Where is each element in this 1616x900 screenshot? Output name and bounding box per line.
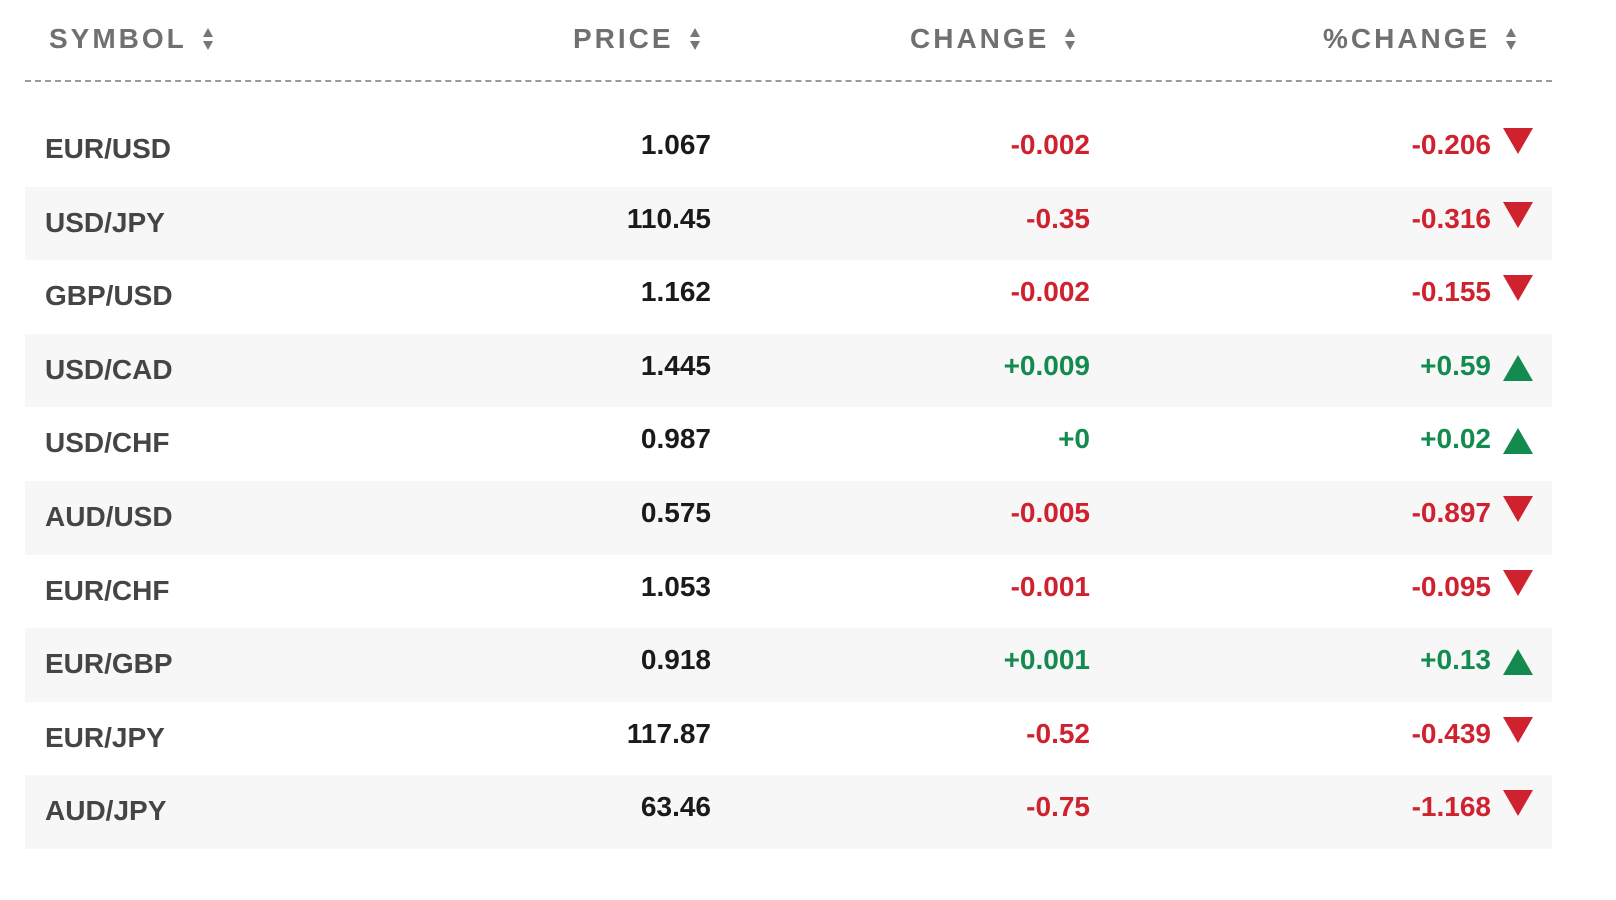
column-header-pct-change-label: %CHANGE [1323,23,1491,54]
symbol-link[interactable]: EUR/USD [45,133,172,164]
price-value: 1.067 [640,129,711,160]
arrow-down-icon [1503,128,1533,154]
pct-change-value: -0.206 [1411,129,1491,160]
pct-change-value: +0.59 [1420,349,1491,381]
arrow-up-icon [1503,428,1533,455]
table-row[interactable]: EUR/GBP 0.918 +0.001 +0.13 [25,628,1552,702]
forex-quotes-table: SYMBOL PRICE CHANGE %CHANGE EUR/USD 1.06… [25,0,1552,849]
change-value: -0.75 [1026,791,1090,823]
arrow-down-icon [1503,495,1533,522]
arrow-down-icon [1503,201,1533,228]
column-header-change[interactable]: CHANGE [910,20,1076,58]
arrow-up-icon [1503,649,1533,676]
sort-icon[interactable] [689,28,700,50]
symbol-link[interactable]: USD/CHF [45,427,170,459]
pct-change-value: -0.095 [1411,570,1491,602]
price-value: 63.46 [640,791,711,823]
symbol-link[interactable]: AUD/JPY [45,795,167,827]
column-header-price[interactable]: PRICE [573,20,700,58]
price-value: 1.162 [640,276,711,308]
table-row[interactable]: USD/JPY 110.45 -0.35 -0.316 [25,186,1552,261]
table-row[interactable]: USD/CHF 0.987 +0 +0.02 [25,407,1552,481]
pct-change-value: -0.155 [1411,276,1491,308]
pct-change-value: -0.897 [1411,496,1491,528]
change-value: -0.001 [1010,570,1090,602]
change-value: -0.35 [1026,202,1090,234]
pct-change-value: +0.13 [1420,644,1491,676]
price-value: 1.445 [640,349,711,381]
change-value: -0.002 [1010,276,1090,308]
price-value: 1.053 [640,570,711,602]
change-value: +0.001 [1003,644,1090,676]
price-value: 0.918 [640,644,711,676]
table-row[interactable]: AUD/JPY 63.46 -0.75 -1.168 [25,775,1552,849]
symbol-link[interactable]: USD/CAD [45,353,173,385]
change-value: +0 [1058,423,1090,455]
table-row[interactable]: GBP/USD 1.162 -0.002 -0.155 [25,260,1552,334]
price-value: 117.87 [626,717,711,749]
column-header-pct-change[interactable]: %CHANGE [1323,20,1517,58]
pct-change-value: +0.02 [1420,423,1491,455]
price-value: 0.987 [640,423,711,455]
change-value: -0.52 [1026,717,1090,749]
symbol-link[interactable]: GBP/USD [45,280,173,312]
change-value: -0.002 [1010,129,1090,160]
symbol-link[interactable]: AUD/USD [45,500,173,532]
change-value: +0.009 [1003,349,1090,381]
sort-icon[interactable] [1506,28,1517,50]
arrow-down-icon [1503,275,1533,302]
pct-change-value: -0.439 [1411,717,1491,749]
table-header: SYMBOL PRICE CHANGE %CHANGE [25,0,1552,82]
arrow-down-icon [1503,716,1533,743]
symbol-link[interactable]: EUR/GBP [45,648,173,680]
arrow-down-icon [1503,790,1533,817]
table-row[interactable]: AUD/USD 0.575 -0.005 -0.897 [25,480,1552,555]
sort-icon[interactable] [202,28,213,50]
table-row[interactable]: EUR/JPY 117.87 -0.52 -0.439 [25,702,1552,776]
column-header-price-label: PRICE [573,23,674,54]
symbol-link[interactable]: EUR/JPY [45,721,165,753]
table-row[interactable]: EUR/CHF 1.053 -0.001 -0.095 [25,555,1552,629]
table-row[interactable]: USD/CAD 1.445 +0.009 +0.59 [25,333,1552,408]
change-value: -0.005 [1010,496,1090,528]
table-body: EUR/USD 1.067 -0.002 -0.206 USD/JPY 110.… [25,113,1552,849]
pct-change-value: -0.316 [1411,202,1491,234]
arrow-down-icon [1503,569,1533,596]
sort-icon[interactable] [1065,28,1076,50]
column-header-symbol-label: SYMBOL [49,23,187,54]
price-value: 0.575 [640,496,711,528]
column-header-change-label: CHANGE [910,23,1050,54]
pct-change-value: -1.168 [1411,791,1491,823]
price-value: 110.45 [626,202,711,234]
symbol-link[interactable]: USD/JPY [45,206,165,238]
arrow-up-icon [1503,354,1533,381]
table-row[interactable]: EUR/USD 1.067 -0.002 -0.206 [25,113,1552,187]
symbol-link[interactable]: EUR/CHF [45,574,170,606]
column-header-symbol[interactable]: SYMBOL [49,20,213,58]
